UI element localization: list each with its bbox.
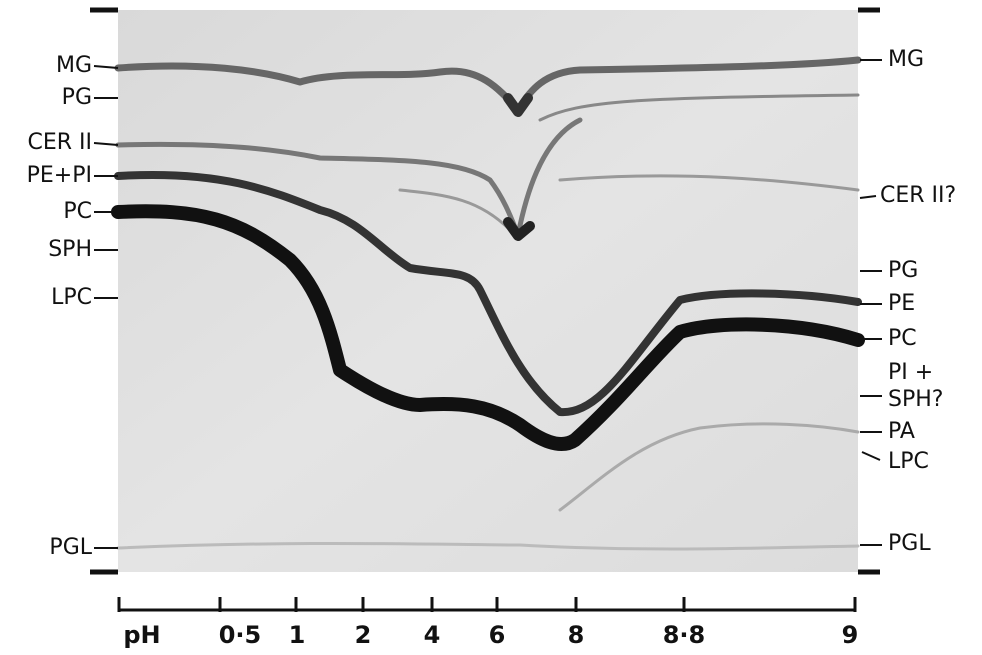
label: CER II: [27, 130, 92, 155]
label: PC: [63, 199, 92, 224]
label: PGL: [888, 531, 931, 556]
label: SPH?: [888, 387, 943, 412]
label: CER II?: [880, 183, 956, 208]
label: PG: [888, 258, 918, 283]
band-spot: [503, 93, 533, 117]
label: PC: [888, 326, 917, 351]
tick-label: 9: [842, 621, 859, 649]
band-pc: [111, 204, 865, 451]
label: MG: [56, 53, 92, 78]
band-cer2: [398, 174, 860, 232]
tick-label: 2: [355, 621, 372, 649]
label: LPC: [888, 449, 929, 474]
ph-axis: pH 0·5 1 2 4 6 8 8·8 9: [117, 597, 859, 649]
left-labels: MG PG CER II PE+PI PC SPH LPC PGL: [27, 53, 119, 560]
band-spot2: [503, 217, 535, 241]
band-pg: [538, 93, 860, 122]
bands: [111, 56, 865, 551]
label: LPC: [51, 285, 92, 310]
tick-label: 8: [568, 621, 585, 649]
tick-label: 4: [424, 621, 441, 649]
label: PE: [888, 291, 915, 316]
label: SPH: [48, 237, 92, 262]
tick-label: 6: [489, 621, 506, 649]
tick-label: 0·5: [219, 621, 262, 649]
band-pa: [558, 422, 860, 512]
band-pgl: [116, 541, 860, 551]
band-mg: [114, 56, 862, 114]
tick-label: 8·8: [663, 621, 706, 649]
label: PGL: [49, 535, 92, 560]
corner-markers: [90, 7, 880, 575]
label: PG: [62, 85, 92, 110]
tick-label: 1: [289, 621, 306, 649]
axis-title: pH: [123, 621, 160, 649]
label: PE+PI: [27, 163, 92, 188]
label: PA: [888, 419, 915, 444]
right-labels: MG CER II? PG PE PC PI + SPH? PA LPC PGL: [859, 47, 956, 556]
label: PI +: [888, 360, 933, 385]
band-cer: [115, 117, 583, 238]
label: MG: [888, 47, 924, 72]
band-pe-pi: [114, 170, 862, 417]
